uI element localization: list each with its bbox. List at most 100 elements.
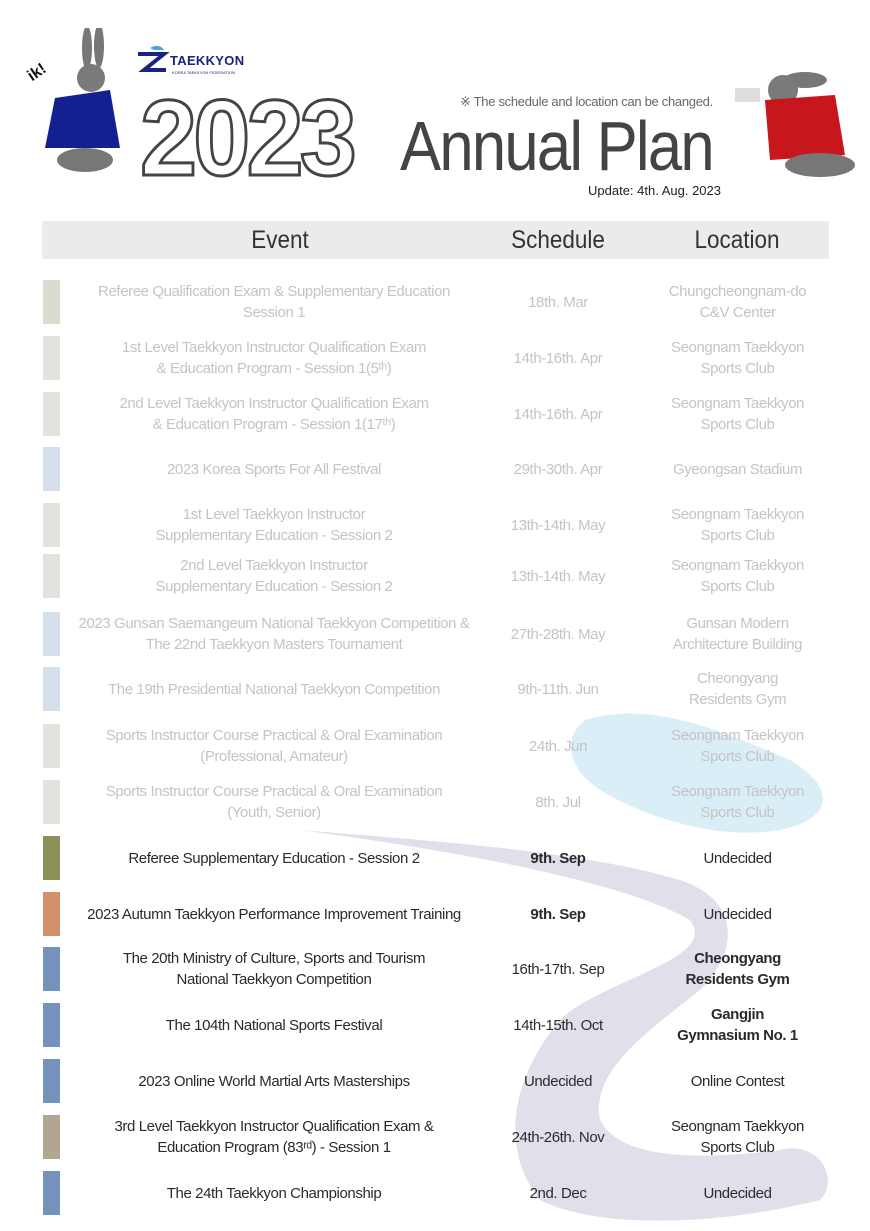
event-cell: 1st Level Taekkyon Instructor Qualificat… — [65, 335, 483, 381]
location-line: Seongnam Taekkyon — [670, 339, 805, 356]
table-row: The 104th National Sports Festival 14th-1… — [0, 1002, 870, 1048]
column-header-location: Location — [694, 226, 780, 254]
location-cell: Seongnam Taekkyon Sports Club — [650, 553, 825, 599]
event-line: 2023 Korea Sports For All Festival — [166, 460, 381, 478]
location-line: Cheongyang — [696, 670, 779, 687]
event-line: Sports Instructor Course Practical & Ora… — [105, 727, 443, 744]
location-cell: Seongnam Taekkyon Sports Club — [650, 779, 825, 825]
table-row: The 20th Ministry of Culture, Sports and… — [0, 946, 870, 992]
location-cell: Undecided — [650, 1170, 825, 1216]
table-row: 2nd Level Taekkyon Instructor Qualificat… — [0, 391, 870, 437]
schedule-cell: 27th-28th. May — [488, 611, 628, 657]
schedule-cell: 13th-14th. May — [488, 553, 628, 599]
table-row: Sports Instructor Course Practical & Ora… — [0, 779, 870, 825]
table-row: Sports Instructor Course Practical & Ora… — [0, 723, 870, 769]
location-cell: Gyeongsan Stadium — [650, 446, 825, 492]
event-line: 1st Level Taekkyon Instructor Qualificat… — [121, 339, 426, 356]
schedule-cell: 2nd. Dec — [488, 1170, 628, 1216]
location-line: Seongnam Taekkyon — [670, 727, 805, 744]
schedule-line: 8th. Jul — [535, 793, 581, 811]
event-line: 2nd Level Taekkyon Instructor Qualificat… — [119, 395, 429, 412]
event-cell: 1st Level Taekkyon Instructor Supplementa… — [65, 502, 483, 548]
rabbit-red-illustration — [735, 60, 865, 185]
location-line: Undecided — [703, 849, 772, 867]
category-color-bar — [43, 336, 60, 380]
category-color-bar — [43, 1003, 60, 1047]
schedule-line: 9th-11th. Jun — [517, 680, 599, 698]
category-color-bar — [43, 947, 60, 991]
location-line: Sports Club — [700, 527, 775, 544]
category-color-bar — [43, 892, 60, 936]
category-color-bar — [43, 1171, 60, 1215]
event-line: Sports Instructor Course Practical & Ora… — [105, 783, 443, 800]
category-color-bar — [43, 280, 60, 324]
column-header-schedule: Schedule — [511, 226, 605, 254]
table-row: Referee Qualification Exam & Supplementa… — [0, 279, 870, 325]
category-color-bar — [43, 1115, 60, 1159]
table-row: 2023 Autumn Taekkyon Performance Improve… — [0, 891, 870, 937]
category-color-bar — [43, 554, 60, 598]
location-cell: Seongnam Taekkyon Sports Club — [650, 335, 825, 381]
location-line: Undecided — [703, 905, 772, 923]
location-line: Sports Club — [700, 578, 775, 595]
event-cell: 3rd Level Taekkyon Instructor Qualificat… — [65, 1114, 483, 1160]
change-notice: ※ The schedule and location can be chang… — [460, 94, 713, 109]
location-line: Sports Club — [700, 416, 775, 433]
schedule-line: 24th-26th. Nov — [511, 1128, 605, 1146]
event-cell: Referee Supplementary Education - Sessio… — [65, 835, 483, 881]
event-line: Education Program (83ʳᵈ) - Session 1 — [157, 1139, 391, 1156]
event-cell: 2023 Online World Martial Arts Mastershi… — [65, 1058, 483, 1104]
location-cell: Chungcheongnam-do C&V Center — [650, 279, 825, 325]
event-line: The 22nd Taekkyon Masters Tournament — [145, 636, 403, 653]
schedule-line: 24th. Jun — [528, 737, 588, 755]
location-line: Sports Club — [700, 748, 775, 765]
schedule-line: 14th-16th. Apr — [513, 405, 603, 423]
table-row: Referee Supplementary Education - Sessio… — [0, 835, 870, 881]
grey-brush-stroke — [300, 830, 828, 1221]
schedule-cell: 9th. Sep — [488, 891, 628, 937]
schedule-line: 27th-28th. May — [510, 625, 606, 643]
event-line: Session 1 — [242, 304, 306, 321]
event-cell: The 19th Presidential National Taekkyon … — [65, 666, 483, 712]
event-line: 2023 Autumn Taekkyon Performance Improve… — [87, 905, 461, 923]
event-cell: 2023 Autumn Taekkyon Performance Improve… — [65, 891, 483, 937]
schedule-cell: 9th. Sep — [488, 835, 628, 881]
event-line: 3rd Level Taekkyon Instructor Qualificat… — [114, 1118, 434, 1135]
category-color-bar — [43, 447, 60, 491]
location-line: Gymnasium No. 1 — [677, 1027, 798, 1044]
schedule-line: Undecided — [523, 1072, 593, 1090]
event-line: The 20th Ministry of Culture, Sports and… — [122, 950, 426, 967]
schedule-cell: 13th-14th. May — [488, 502, 628, 548]
location-cell: Gangjin Gymnasium No. 1 — [650, 1002, 825, 1048]
event-line: Referee Qualification Exam & Supplementa… — [98, 283, 450, 300]
event-line: Supplementary Education - Session 2 — [155, 578, 393, 595]
logo-subtext: KOREA TAEKKYON FEDERATION — [172, 70, 235, 75]
table-row: 2023 Online World Martial Arts Mastershi… — [0, 1058, 870, 1104]
table-row: 2nd Level Taekkyon Instructor Supplementa… — [0, 553, 870, 599]
schedule-line: 13th-14th. May — [510, 567, 606, 585]
event-line: 2023 Online World Martial Arts Mastershi… — [138, 1072, 410, 1090]
schedule-cell: 8th. Jul — [488, 779, 628, 825]
schedule-line: 14th-16th. Apr — [513, 349, 603, 367]
schedule-cell: Undecided — [488, 1058, 628, 1104]
location-line: Seongnam Taekkyon — [670, 783, 805, 800]
column-header-event: Event — [251, 226, 309, 254]
event-line: (Professional, Amateur) — [200, 748, 348, 765]
category-color-bar — [43, 392, 60, 436]
location-cell: Seongnam Taekkyon Sports Club — [650, 723, 825, 769]
location-cell: Undecided — [650, 835, 825, 881]
location-line: Seongnam Taekkyon — [670, 557, 805, 574]
category-color-bar — [43, 503, 60, 547]
location-line: Gangjin — [710, 1006, 765, 1023]
schedule-line: 9th. Sep — [530, 905, 586, 923]
schedule-cell: 29th-30th. Apr — [488, 446, 628, 492]
table-row: 2023 Korea Sports For All Festival 29th-3… — [0, 446, 870, 492]
event-cell: 2nd Level Taekkyon Instructor Qualificat… — [65, 391, 483, 437]
schedule-cell: 9th-11th. Jun — [488, 666, 628, 712]
location-line: Cheongyang — [694, 950, 781, 967]
rabbit-blue-illustration — [35, 24, 125, 183]
event-line: 2023 Gunsan Saemangeum National Taekkyon… — [78, 615, 470, 632]
location-line: Sports Club — [700, 360, 775, 377]
location-cell: Online Contest — [650, 1058, 825, 1104]
category-color-bar — [43, 667, 60, 711]
